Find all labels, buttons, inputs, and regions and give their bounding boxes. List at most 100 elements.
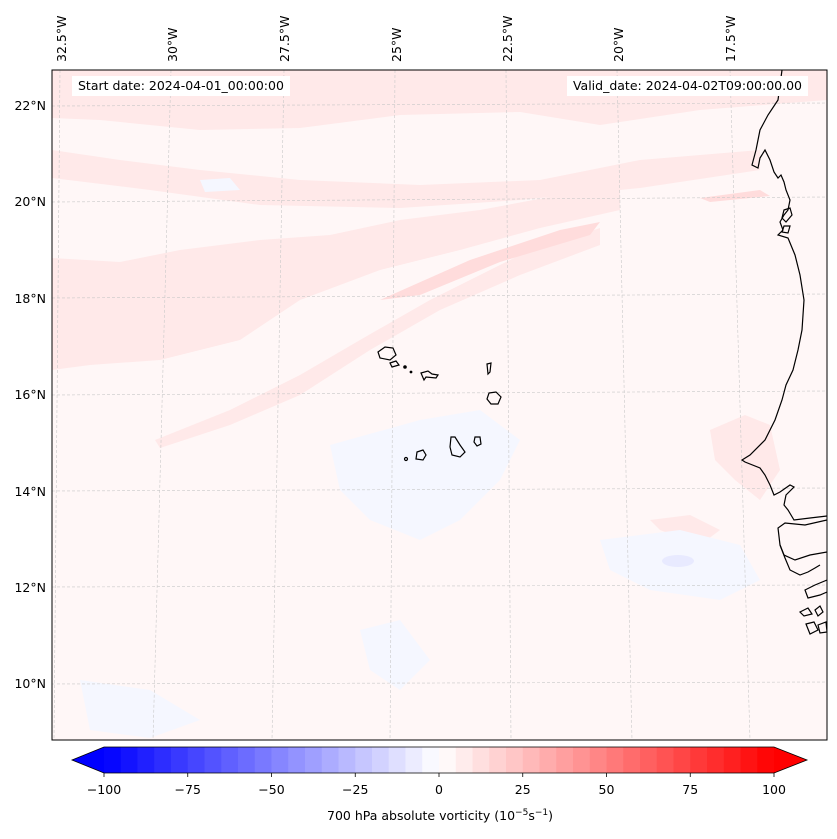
start-date-label: Start date: 2024-04-01_00:00:00 <box>72 76 290 96</box>
gridline-lat-14 <box>52 487 827 492</box>
colorbar-bin <box>522 747 540 773</box>
colorbar-tick-label: 75 <box>682 782 699 797</box>
colorbar-bin <box>723 747 741 773</box>
colorbar-tick-label: −50 <box>258 782 285 797</box>
gridline-lon-32-5 <box>53 70 61 740</box>
gridline-lon-17-5 <box>729 70 751 740</box>
colorbar-bin <box>623 747 641 773</box>
colorbar-bin <box>573 747 591 773</box>
colorbar-bin <box>271 747 289 773</box>
colorbar-bin <box>539 747 557 773</box>
colorbar-tick-label: −75 <box>174 782 201 797</box>
lat-label-12n: 12°N <box>14 580 46 595</box>
colorbar-bin <box>757 747 775 773</box>
negative-patch-sw <box>80 680 200 738</box>
bijagos-island-3 <box>805 621 819 635</box>
colorbar-bin <box>439 747 457 773</box>
gridline-lat-10 <box>52 681 827 685</box>
colorbar-bin <box>321 747 339 773</box>
bijagos-island-2 <box>814 605 824 617</box>
colorbar-bin <box>589 747 607 773</box>
vorticity-field-positive-strong <box>380 190 770 300</box>
colorbar-label-unit: s <box>528 808 535 824</box>
colorbar-bin <box>506 747 524 773</box>
colorbar-extend-high-arrow <box>774 747 807 773</box>
negative-patch-cape-verde <box>330 410 520 540</box>
lat-label-16n: 16°N <box>14 387 46 402</box>
colorbar-bin <box>120 747 138 773</box>
island-brava <box>403 456 409 462</box>
positive-band-18n <box>52 188 620 370</box>
colorbar-bin <box>338 747 356 773</box>
coastlines <box>740 70 827 635</box>
colorbar-tick-label: 0 <box>435 782 443 797</box>
island-maio <box>473 436 482 447</box>
colorbar-bin <box>171 747 189 773</box>
colorbar-bin <box>104 747 122 773</box>
lat-label-20n: 20°N <box>14 194 46 209</box>
colorbar-bin <box>238 747 256 773</box>
cape-verde-islands <box>377 346 502 462</box>
colorbar-tick-label: 25 <box>514 782 531 797</box>
colorbar-bin <box>388 747 406 773</box>
colorbar-extend-low-arrow <box>72 747 104 773</box>
gridline-lon-20 <box>616 70 633 740</box>
coastline-guinea-bissau <box>779 544 821 576</box>
colorbar-bin <box>154 747 172 773</box>
lon-label-20w: 20°W <box>611 27 626 62</box>
gridlines <box>52 70 827 740</box>
colorbar-bin <box>422 747 440 773</box>
map-frame <box>51 69 828 741</box>
islet-raso <box>409 370 413 374</box>
gridline-lat-22 <box>52 102 827 107</box>
positive-core-north <box>700 190 770 202</box>
colorbar-label-text: 700 hPa absolute vorticity (10 <box>326 808 516 824</box>
lon-label-30w: 30°W <box>165 27 180 62</box>
colorbar-bin <box>556 747 574 773</box>
colorbar-label-close: ) <box>548 808 554 824</box>
colorbar-label-exponent-2: −1 <box>534 808 549 818</box>
colorbar-bin <box>690 747 708 773</box>
vorticity-field-positive <box>52 70 827 545</box>
island-santiago <box>449 436 466 458</box>
colorbar-bin <box>355 747 373 773</box>
gridline-lat-16 <box>52 390 827 396</box>
colorbar-tick-label: −25 <box>342 782 369 797</box>
colorbar-bin <box>673 747 691 773</box>
colorbar <box>70 746 809 777</box>
colorbar-bin <box>405 747 423 773</box>
negative-patch-n <box>200 178 240 192</box>
colorbar-bin <box>254 747 272 773</box>
colorbar-label: 700 hPa absolute vorticity (10−5s−1) <box>327 808 553 823</box>
lat-label-22n: 22°N <box>14 98 46 113</box>
colorbar-label-exponent-1: −5 <box>515 808 529 818</box>
gridline-lat-18 <box>52 293 827 299</box>
gridline-lat-20 <box>52 196 827 203</box>
gridline-lon-25 <box>389 70 396 740</box>
island-santa-luzia <box>403 365 407 369</box>
colorbar-bin <box>221 747 239 773</box>
lat-label-10n: 10°N <box>14 676 46 691</box>
island-sao-vicente <box>389 360 401 368</box>
colorbar-bin <box>707 747 725 773</box>
colorbar-bin <box>288 747 306 773</box>
lon-label-32-5w: 32.5°W <box>54 15 69 62</box>
colorbar-bin <box>305 747 323 773</box>
lat-label-18n: 18°N <box>14 291 46 306</box>
valid-date-label: Valid_date: 2024-04-02T09:00:00.00 <box>566 76 808 96</box>
gridline-lon-22-5 <box>505 70 512 740</box>
lon-label-22-5w: 22.5°W <box>500 15 515 62</box>
colorbar-tick-label: −100 <box>86 782 122 797</box>
colorbar-bin <box>489 747 507 773</box>
island-sao-nicolau <box>420 370 440 382</box>
positive-core <box>380 222 600 300</box>
lon-label-25w: 25°W <box>389 27 404 62</box>
lat-label-14n: 14°N <box>14 484 46 499</box>
colorbar-bin <box>137 747 155 773</box>
negative-patch-s <box>360 620 430 690</box>
colorbar-bin <box>606 747 624 773</box>
colorbar-bin <box>455 747 473 773</box>
gridline-lon-27-5 <box>271 70 285 740</box>
